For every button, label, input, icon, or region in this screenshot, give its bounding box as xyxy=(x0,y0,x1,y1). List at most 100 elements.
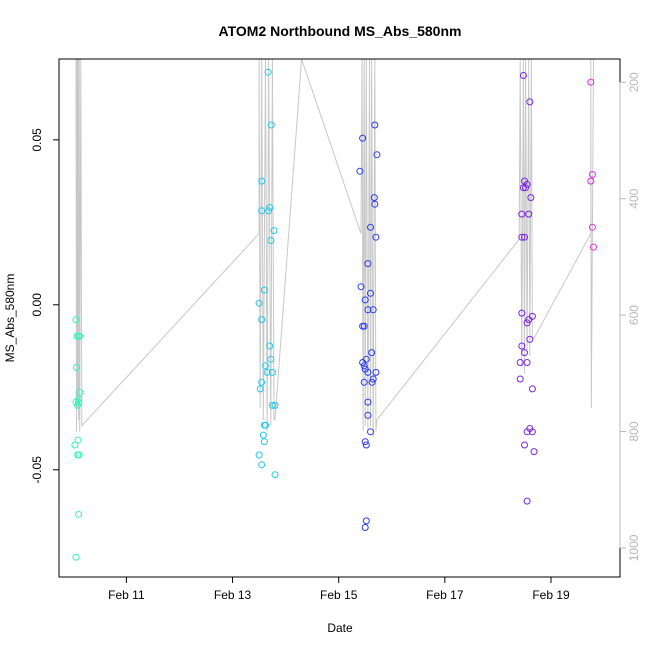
data-point xyxy=(360,378,368,386)
data-point xyxy=(364,368,372,376)
data-point xyxy=(72,316,80,324)
chart-title: ATOM2 Northbound MS_Abs_580nm xyxy=(219,23,462,39)
data-point xyxy=(521,233,528,241)
data-point xyxy=(521,349,528,357)
data-point xyxy=(76,332,84,340)
data-point xyxy=(367,289,374,297)
data-point xyxy=(519,184,527,192)
data-point xyxy=(71,441,79,449)
y-axis-label: MS_Abs_580nm xyxy=(3,274,17,363)
data-point xyxy=(516,375,524,383)
data-point xyxy=(528,428,536,436)
data-point xyxy=(258,378,266,386)
axes-layer: Feb 11 Feb 13 Feb 15 Feb 17 Feb 19 -0.05 0.00 0… xyxy=(30,58,641,602)
data-point xyxy=(360,362,368,370)
right-tick-label: 1000 xyxy=(627,534,641,561)
data-point xyxy=(75,395,83,403)
data-point xyxy=(356,167,364,175)
data-point xyxy=(523,319,531,327)
data-point xyxy=(362,441,370,449)
data-point xyxy=(74,436,82,444)
x-tick-label: Feb 15 xyxy=(320,588,358,602)
data-point xyxy=(367,223,374,231)
x-tick-label: Feb 13 xyxy=(214,588,252,602)
data-point xyxy=(263,368,271,376)
data-point xyxy=(270,227,278,235)
y-tick-label: -0.05 xyxy=(30,456,44,484)
data-point xyxy=(588,171,596,178)
series-5 xyxy=(587,78,597,251)
data-point xyxy=(516,359,524,366)
x-tick-label: Feb 11 xyxy=(108,588,145,602)
data-point xyxy=(264,68,272,76)
pressure-trace-line xyxy=(75,59,594,438)
data-point xyxy=(522,184,529,192)
data-point xyxy=(267,237,275,244)
series-1 xyxy=(71,316,84,561)
data-point xyxy=(530,448,538,456)
data-point xyxy=(258,461,266,469)
right-tick-label: 800 xyxy=(627,421,641,441)
data-point xyxy=(587,177,595,185)
data-point xyxy=(588,223,596,231)
data-point xyxy=(368,349,376,357)
data-point xyxy=(369,375,377,383)
data-point xyxy=(518,233,526,241)
data-points-layer xyxy=(71,68,597,561)
data-point xyxy=(526,335,534,343)
data-point xyxy=(587,78,595,86)
data-point xyxy=(364,260,372,268)
data-point xyxy=(74,401,82,409)
data-point xyxy=(372,233,380,241)
data-point xyxy=(262,362,269,370)
data-point xyxy=(255,451,263,459)
data-point xyxy=(372,368,380,376)
series-2 xyxy=(255,68,279,479)
series-3 xyxy=(356,121,381,531)
data-point xyxy=(258,207,266,215)
data-point xyxy=(369,306,377,314)
data-point xyxy=(518,210,526,218)
data-point xyxy=(362,517,370,525)
data-point xyxy=(268,401,276,409)
data-point xyxy=(73,364,80,371)
data-point xyxy=(521,441,528,449)
data-point xyxy=(76,388,84,396)
right-tick-label: 600 xyxy=(627,305,641,325)
data-point xyxy=(528,385,536,393)
data-point xyxy=(267,355,275,363)
data-point xyxy=(361,296,369,304)
data-point xyxy=(359,359,367,366)
data-point xyxy=(523,428,531,436)
data-point xyxy=(525,210,533,218)
data-point xyxy=(523,497,531,505)
y-tick-label: 0.05 xyxy=(30,128,44,152)
data-point xyxy=(525,316,533,324)
data-point xyxy=(258,316,266,324)
data-point xyxy=(259,431,267,439)
data-point xyxy=(361,524,369,531)
data-point xyxy=(271,471,279,479)
data-point xyxy=(361,438,369,446)
x-tick-label: Feb 19 xyxy=(532,588,570,602)
series-4 xyxy=(516,72,538,505)
data-point xyxy=(75,398,83,406)
data-point xyxy=(359,134,367,142)
data-point xyxy=(371,200,379,208)
data-point xyxy=(262,421,269,429)
data-point xyxy=(360,322,368,330)
data-point xyxy=(364,411,372,419)
plot-frame xyxy=(58,58,621,578)
data-point xyxy=(523,359,531,366)
data-point xyxy=(370,194,378,202)
data-point xyxy=(256,385,264,393)
data-point xyxy=(527,194,535,202)
data-point xyxy=(266,342,274,350)
data-point xyxy=(267,121,275,129)
data-point xyxy=(590,243,597,251)
data-point xyxy=(518,342,526,350)
data-point xyxy=(271,401,279,409)
y-tick-label: 0.00 xyxy=(30,293,44,317)
data-point xyxy=(364,398,372,406)
